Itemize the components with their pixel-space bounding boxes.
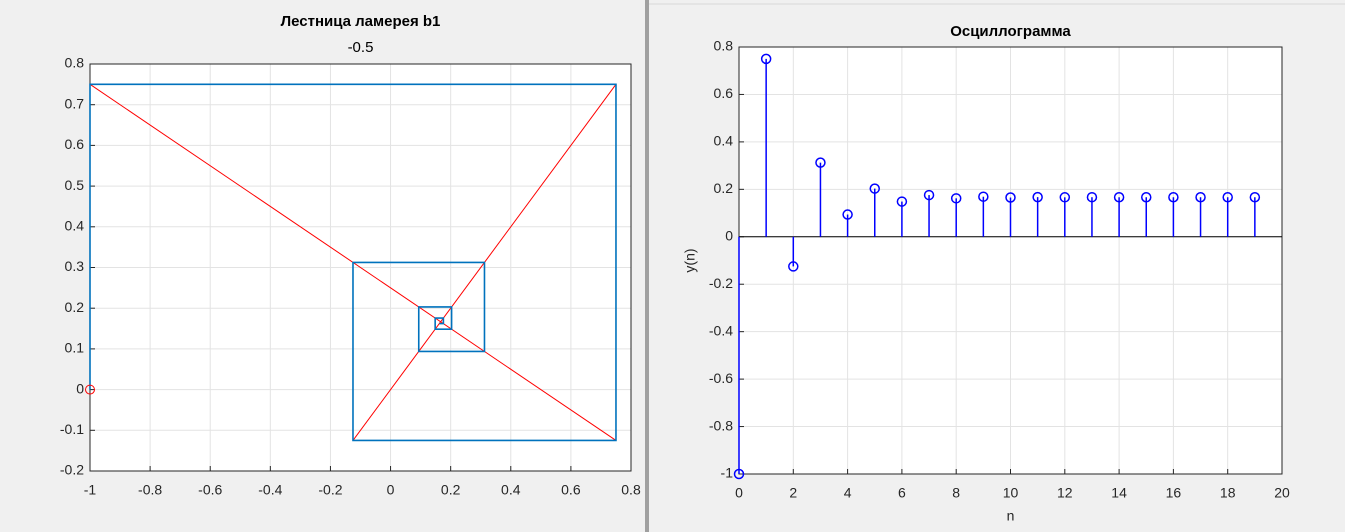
stem-marker bbox=[1141, 191, 1152, 203]
x-tick-label: 2 bbox=[789, 485, 797, 501]
x-tick-label: 0.8 bbox=[621, 482, 641, 498]
stem-marker bbox=[1086, 191, 1098, 203]
y-tick-label: 0 bbox=[725, 227, 733, 243]
stem-marker bbox=[1032, 191, 1043, 203]
x-tick-label: 0 bbox=[387, 482, 395, 498]
chart-title: Осциллограмма bbox=[950, 23, 1071, 40]
y-tick-label: 0.4 bbox=[714, 133, 734, 149]
stem-marker bbox=[1005, 192, 1016, 203]
stem-marker bbox=[896, 196, 908, 207]
line bbox=[89, 83, 617, 442]
x-tick-label: 14 bbox=[1111, 485, 1127, 501]
stem-marker bbox=[788, 261, 799, 272]
x-tick-label: 8 bbox=[952, 485, 960, 501]
y-tick-label: 0.2 bbox=[714, 180, 734, 196]
stem-marker bbox=[923, 189, 935, 201]
x-tick-label: 18 bbox=[1220, 485, 1236, 501]
chart: 0 2 4 6 8 10 12 14 16 18 20 -1 -0.8 -0.6 -0.4 -0.2 0 0.2 0… bbox=[682, 23, 1290, 524]
y-tick-label: -0.4 bbox=[709, 322, 733, 338]
x-tick-label: 20 bbox=[1274, 485, 1290, 501]
stem-marker bbox=[950, 193, 962, 204]
stem-marker bbox=[1249, 191, 1261, 203]
y-tick-label: -0.2 bbox=[709, 275, 733, 291]
y-tick-label: 0.8 bbox=[714, 38, 734, 54]
x-tick-label: 0.2 bbox=[441, 482, 461, 498]
stem-marker bbox=[1059, 192, 1071, 203]
x-tick-label: 12 bbox=[1057, 485, 1073, 501]
chart-title: Лестница ламерея b1 bbox=[281, 13, 441, 30]
x-tick-label: 0.4 bbox=[501, 482, 521, 498]
x-axis-label: n bbox=[1007, 508, 1015, 524]
y-tick-label: 0.5 bbox=[65, 177, 85, 193]
x-tick-label: 16 bbox=[1166, 485, 1182, 501]
window-divider bbox=[645, 0, 649, 532]
y-tick-label: 0.1 bbox=[65, 340, 85, 356]
y-tick-label: 0 bbox=[76, 380, 84, 396]
y-tick-label: 0.7 bbox=[65, 95, 85, 111]
stem-marker bbox=[815, 157, 826, 168]
marker bbox=[85, 384, 95, 395]
y-tick-label: 0.2 bbox=[65, 299, 85, 315]
stem-marker bbox=[733, 468, 745, 480]
y-tick-label: -0.1 bbox=[60, 421, 84, 437]
stem-marker bbox=[1113, 192, 1125, 203]
chart: -1 -0.8 -0.6 -0.4 -0.2 0 0.2 0.4 0.6 0.8 -0.2 -0.1 0… bbox=[60, 13, 641, 498]
x-tick-label: 0 bbox=[735, 485, 743, 501]
y-tick-label: 0.3 bbox=[65, 258, 85, 274]
y-tick-label: -0.6 bbox=[709, 370, 733, 386]
x-tick-label: -0.2 bbox=[318, 482, 342, 498]
y-tick-label: 0.4 bbox=[65, 218, 85, 234]
y-tick-label: 0.6 bbox=[65, 136, 85, 152]
stem-marker bbox=[869, 183, 880, 194]
y-tick-label: 0.8 bbox=[65, 55, 85, 71]
y-tick-label: -1 bbox=[721, 465, 734, 481]
stem-marker bbox=[760, 53, 772, 65]
x-tick-label: 4 bbox=[844, 485, 852, 501]
x-tick-label: -0.8 bbox=[138, 482, 162, 498]
y-tick-label: -0.2 bbox=[60, 462, 84, 478]
stem-marker bbox=[1222, 191, 1233, 203]
x-tick-label: -1 bbox=[84, 482, 97, 498]
chart-subtitle: -0.5 bbox=[348, 39, 374, 56]
x-tick-label: -0.6 bbox=[198, 482, 222, 498]
stem-marker bbox=[1168, 191, 1179, 203]
y-tick-label: 0.6 bbox=[714, 85, 734, 101]
x-tick-label: 0.6 bbox=[561, 482, 581, 498]
x-tick-label: -0.4 bbox=[258, 482, 282, 498]
stem-marker bbox=[978, 191, 989, 202]
y-axis-label: y(n) bbox=[682, 248, 698, 272]
x-tick-label: 10 bbox=[1003, 485, 1019, 501]
x-tick-label: 6 bbox=[898, 485, 906, 501]
stem-marker bbox=[1195, 191, 1206, 203]
stem-marker bbox=[842, 209, 853, 220]
y-tick-label: -0.8 bbox=[709, 417, 733, 433]
